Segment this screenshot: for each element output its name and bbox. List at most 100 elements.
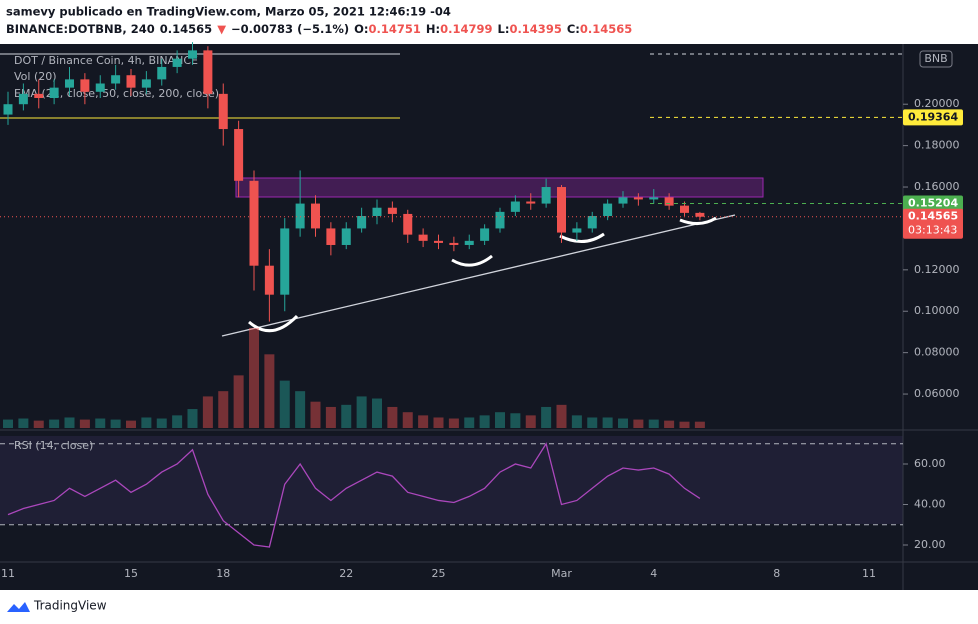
candle-body — [157, 66, 167, 80]
price-label-bg — [903, 208, 963, 239]
quote-line: BINANCE:DOTBNB, 240 0.14565 ▼ −0.00783 (−5.… — [6, 22, 632, 36]
x-tick-label: Mar — [551, 567, 572, 580]
volume-bar — [279, 380, 290, 428]
shoulder-arc — [248, 314, 299, 333]
brand: TradingView — [33, 599, 107, 613]
currency: BNB — [924, 52, 947, 65]
volume-bar — [310, 401, 321, 428]
rsi-tick-label: 60.00 — [914, 457, 946, 470]
y-tick-label: 0.10000 — [914, 304, 960, 317]
volume-bar — [525, 415, 536, 428]
volume-bar — [648, 419, 659, 428]
volume-bar — [587, 417, 598, 428]
candle-body — [464, 240, 474, 245]
volume-bar — [218, 391, 229, 428]
candle-body — [495, 211, 505, 229]
price-label: 0.15204 — [908, 196, 958, 209]
candle-body — [434, 240, 443, 243]
x-tick-label: 11 — [862, 567, 876, 580]
candle-body — [557, 187, 566, 233]
candle-body — [680, 205, 689, 213]
volume-bar — [387, 406, 398, 428]
candle-body — [480, 228, 490, 241]
currency-badge — [919, 50, 953, 68]
candle-body — [3, 104, 13, 115]
volume-bar — [510, 413, 521, 428]
candle-body — [664, 197, 674, 206]
candle-body — [65, 79, 74, 88]
candle-body — [311, 203, 320, 229]
volume-bar — [18, 418, 29, 428]
volume-bar — [202, 396, 213, 428]
volume-bar — [325, 406, 336, 428]
volume-bar — [541, 406, 552, 428]
volume-bar — [33, 420, 44, 428]
candle-body — [188, 50, 197, 59]
logo — [7, 602, 30, 612]
volume-bar — [64, 417, 75, 428]
volume-bar — [602, 417, 613, 428]
indicator: Vol (20) — [14, 70, 57, 83]
volume-bar — [141, 417, 152, 428]
x-tick-label: 4 — [650, 567, 657, 580]
candle-body — [326, 228, 336, 245]
volume-bar — [156, 418, 167, 428]
x-tick-label: 25 — [432, 567, 446, 580]
candle-body — [80, 79, 90, 92]
candle-body — [234, 129, 244, 181]
volume-bar — [95, 418, 106, 428]
shoulder-arc — [679, 216, 717, 225]
candle-body — [126, 75, 136, 88]
candle-body — [587, 216, 597, 229]
volume-bar — [464, 417, 475, 428]
quote-part: −0.00783 (−5.1%) — [231, 22, 349, 36]
volume-bar — [126, 420, 136, 428]
volume-bar — [694, 421, 705, 428]
quote-part: 0.14395 — [509, 22, 561, 36]
candle-body — [280, 228, 290, 295]
volume-bar — [295, 391, 306, 428]
candle-body — [449, 242, 459, 245]
candle-body — [541, 187, 551, 204]
candle-body — [372, 207, 382, 217]
candle-body — [172, 58, 182, 67]
quote-part: ▼ — [217, 22, 226, 36]
volume-bar — [233, 375, 244, 428]
y-tick-label: 0.08000 — [914, 346, 960, 359]
candle-body — [526, 201, 536, 204]
volume-bar — [495, 412, 505, 428]
x-tick-label: 8 — [773, 567, 780, 580]
x-tick-label: 15 — [124, 567, 138, 580]
rsi-tick-label: 20.00 — [914, 538, 946, 551]
candle-body — [418, 234, 428, 241]
volume-bar — [433, 417, 444, 428]
quote-part: BINANCE:DOTBNB, 240 — [6, 22, 155, 36]
volume-bar — [664, 420, 675, 428]
x-tick-label: 22 — [339, 567, 353, 580]
volume-bar — [79, 419, 90, 428]
candle-body — [18, 93, 28, 105]
volume-bar — [356, 396, 367, 428]
candle-body — [572, 228, 582, 233]
volume-bar — [479, 415, 490, 428]
volume-bar — [49, 419, 60, 428]
candle-body — [649, 197, 659, 200]
quote-part: L: — [498, 22, 510, 36]
candle-body — [695, 212, 705, 217]
quote-part: 0.14565 — [160, 22, 212, 36]
candle-body — [203, 50, 213, 94]
candle-body — [95, 83, 105, 92]
candle-body — [264, 265, 274, 295]
volume-bar — [187, 409, 198, 428]
quote-part: 0.14565 — [580, 22, 632, 36]
quote-part: 0.14799 — [440, 22, 492, 36]
quote-part: H: — [426, 22, 440, 36]
x-tick-label: 18 — [216, 567, 230, 580]
candle-body — [218, 93, 228, 130]
volume-bar — [571, 415, 582, 428]
candle-body — [249, 180, 259, 266]
quote-part: 0.14751 — [368, 22, 420, 36]
shoulder-arc — [451, 254, 493, 267]
rsi-line — [7, 442, 701, 548]
